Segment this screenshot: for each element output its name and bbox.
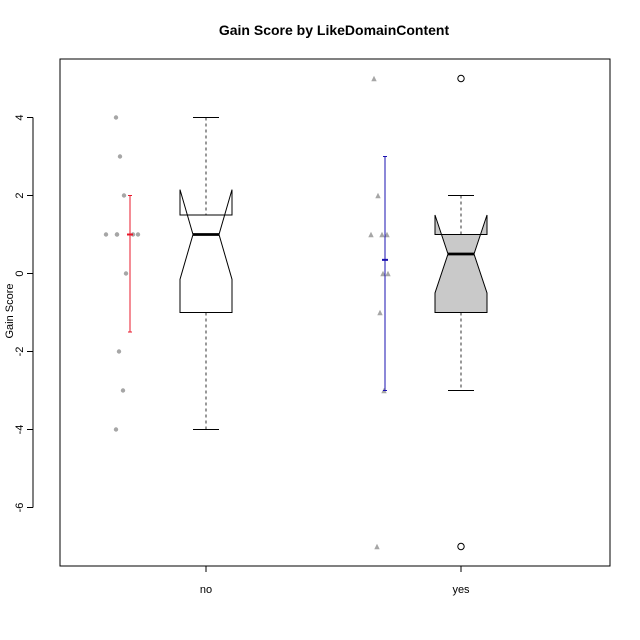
plot-frame	[59, 58, 611, 567]
data-point	[113, 427, 119, 432]
data-point	[380, 270, 386, 277]
jitter-points	[103, 75, 391, 550]
data-point	[384, 231, 390, 238]
y-tick-label: -2	[14, 347, 26, 357]
y-axis-label: Gain Score	[4, 283, 16, 338]
y-axis: -6 -4 -2 0 2 4	[14, 114, 34, 513]
notched-box	[434, 214, 488, 313]
data-point	[135, 232, 141, 237]
data-point	[123, 271, 129, 276]
data-point	[113, 115, 119, 120]
data-point	[374, 543, 380, 550]
chart-title: Gain Score by LikeDomainContent	[219, 22, 450, 38]
x-tick-label: yes	[452, 584, 470, 596]
data-point	[117, 154, 123, 159]
outlier-point	[457, 74, 465, 83]
intervals	[127, 156, 388, 391]
data-point	[103, 232, 109, 237]
y-tick-label: -4	[14, 425, 26, 435]
data-point	[114, 232, 120, 237]
data-point	[385, 270, 391, 277]
data-point	[379, 231, 385, 238]
data-point	[121, 193, 127, 198]
data-point	[116, 349, 122, 354]
y-tick-label: 4	[14, 114, 26, 120]
x-tick-label: no	[200, 584, 212, 596]
data-point	[371, 75, 377, 82]
data-point	[377, 309, 383, 316]
outlier-point	[457, 542, 465, 551]
x-axis: no yes	[200, 565, 470, 596]
data-point	[368, 231, 374, 238]
data-point	[120, 388, 126, 393]
boxes	[179, 74, 488, 551]
y-tick-label: 2	[14, 192, 26, 198]
y-tick-label: -6	[14, 503, 26, 513]
notched-box	[179, 189, 233, 313]
y-tick-label: 0	[14, 270, 26, 276]
data-point	[375, 192, 381, 199]
